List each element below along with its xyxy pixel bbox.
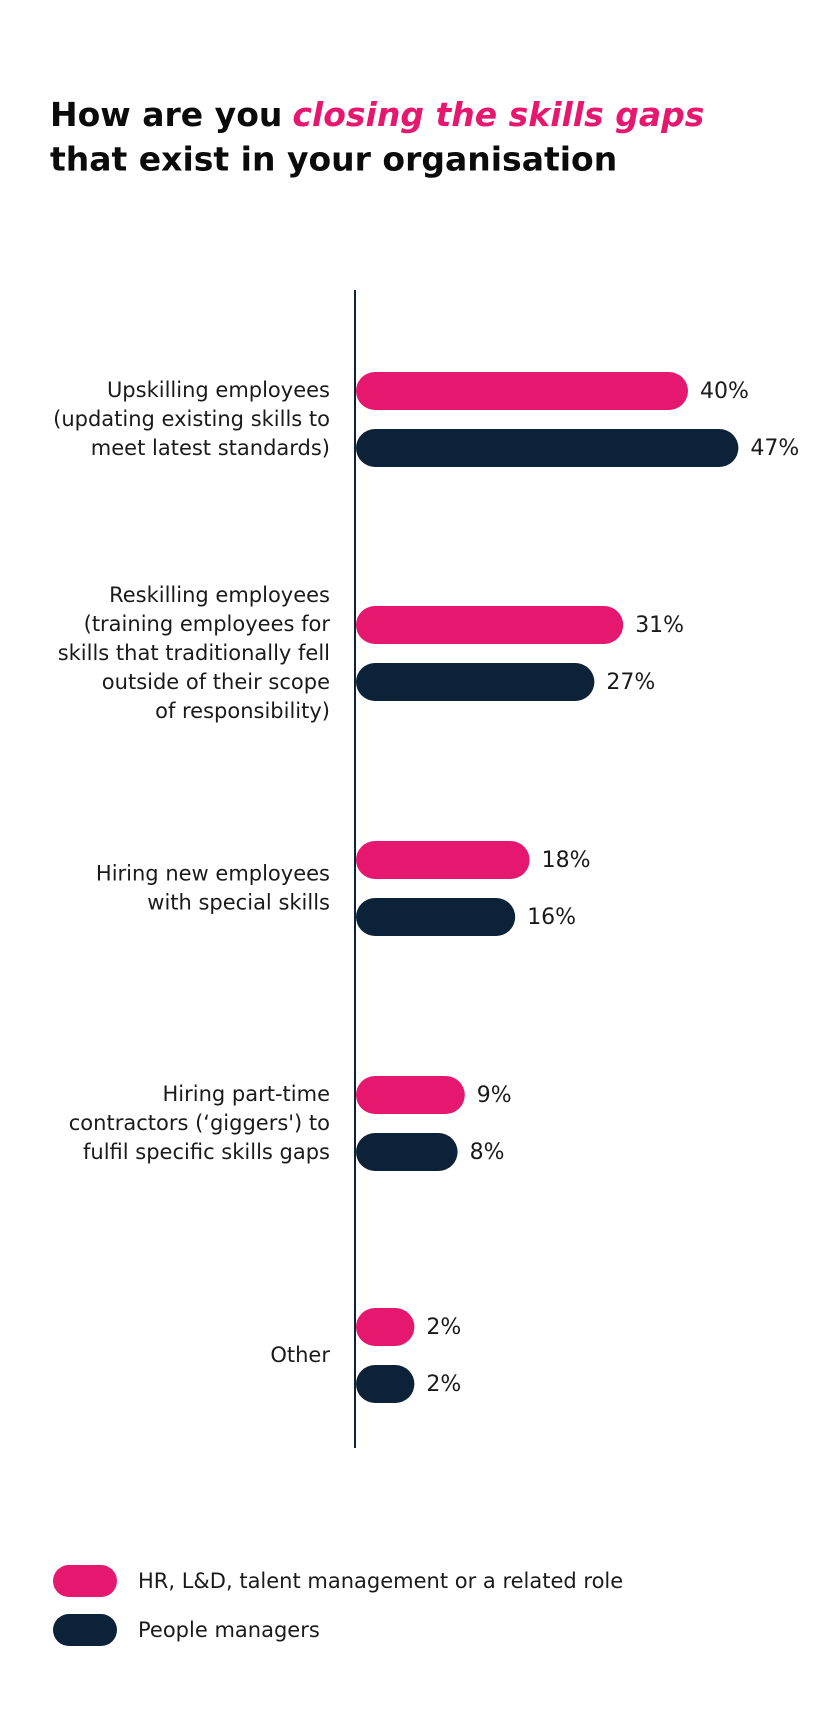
value-label: 47% — [750, 436, 799, 461]
category-label: outside of their scope — [102, 670, 330, 694]
category-label: skills that traditionally fell — [58, 641, 330, 665]
value-label: 2% — [426, 1315, 461, 1340]
value-label: 16% — [527, 905, 576, 930]
category-label: (updating existing skills to — [53, 407, 330, 431]
legend-swatch — [53, 1614, 117, 1646]
category-label: contractors (‘giggers') to — [69, 1111, 330, 1135]
category-label: (training employees for — [84, 612, 331, 636]
bar — [356, 1076, 465, 1114]
title-part: How are you — [50, 95, 282, 134]
legend-label: People managers — [138, 1618, 320, 1642]
bar — [356, 1308, 415, 1346]
category-label: Reskilling employees — [109, 583, 330, 607]
bar — [356, 1365, 415, 1403]
category-label: fulfil specific skills gaps — [83, 1140, 330, 1164]
value-label: 40% — [700, 379, 749, 404]
category-label: of responsibility) — [155, 699, 330, 723]
bar — [356, 372, 688, 410]
legend-swatch — [53, 1565, 117, 1597]
chart-title: that exist in your organisation — [50, 140, 617, 179]
bar — [356, 606, 624, 644]
title-highlight: closing the skills gaps — [292, 95, 704, 134]
category-label: Other — [270, 1343, 330, 1367]
value-label: 18% — [542, 848, 591, 873]
category-label: Hiring part-time — [163, 1082, 331, 1106]
category-label: Upskilling employees — [107, 378, 330, 402]
chart-title: How are you closing the skills gaps — [50, 95, 704, 134]
category-label: meet latest standards) — [91, 436, 330, 460]
bar — [356, 1133, 458, 1171]
bar — [356, 663, 595, 701]
legend-label: HR, L&D, talent management or a related … — [138, 1569, 623, 1593]
value-label: 2% — [426, 1372, 461, 1397]
value-label: 8% — [470, 1140, 505, 1165]
bar — [356, 898, 516, 936]
bar — [356, 429, 739, 467]
value-label: 31% — [635, 613, 684, 638]
value-label: 9% — [477, 1083, 512, 1108]
category-label: with special skills — [147, 891, 330, 915]
category-label: Hiring new employees — [96, 862, 330, 886]
value-label: 27% — [606, 670, 655, 695]
bar — [356, 841, 530, 879]
